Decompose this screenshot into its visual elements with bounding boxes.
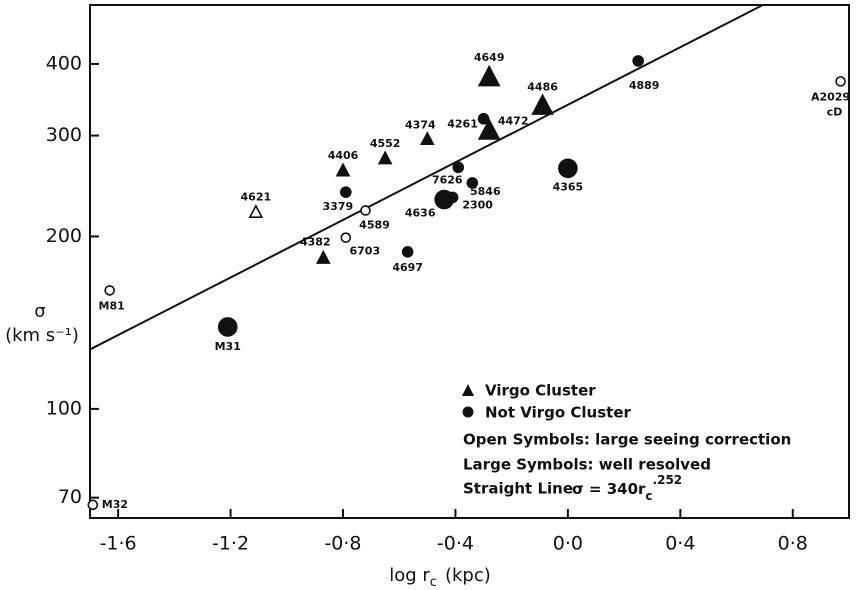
y-tick-label: 400 — [46, 52, 82, 74]
point-circle — [360, 205, 371, 216]
point-sublabel: cD — [827, 105, 843, 118]
point-circle — [558, 158, 578, 179]
x-tick-label: 0·0 — [553, 533, 583, 555]
point-label: 6703 — [349, 245, 380, 258]
point-triangle — [377, 150, 393, 165]
point-label: 4697 — [392, 261, 423, 274]
point-circle — [632, 55, 644, 67]
point-label: 4382 — [300, 236, 331, 249]
point-label: 4406 — [328, 149, 359, 162]
point-triangle — [248, 204, 264, 219]
point-label: 5846 — [470, 185, 501, 198]
point-label: 2300 — [462, 198, 493, 211]
point-label: 3379 — [322, 200, 353, 213]
point-circle — [446, 191, 459, 204]
legend-equation: σ = 340rc.252 — [572, 473, 682, 503]
point-circle — [466, 177, 479, 189]
point-circle — [452, 161, 465, 174]
point-label: M81 — [99, 299, 125, 312]
point-circle — [401, 246, 414, 258]
y-axis-unit: (km s⁻¹) — [5, 325, 79, 346]
point-circle — [340, 232, 352, 243]
legend-circle — [462, 406, 474, 418]
x-tick-label: 0·8 — [778, 533, 808, 555]
point-circle — [340, 186, 352, 198]
point-label: 4261 — [447, 118, 478, 131]
y-tick-label: 300 — [46, 124, 82, 146]
equation-sub: c — [645, 489, 652, 503]
x-tick-label: -1·6 — [100, 533, 137, 555]
plot-frame — [89, 4, 850, 519]
y-tick-label: 70 — [58, 486, 82, 508]
point-label: 4889 — [629, 79, 660, 92]
point-circle — [835, 76, 846, 87]
point-circle — [104, 285, 115, 296]
legend-label: Virgo Cluster — [485, 382, 596, 400]
point-triangle — [335, 162, 351, 177]
y-tick-label: 100 — [46, 397, 82, 419]
point-circle — [477, 112, 490, 125]
equation-main: σ = 340r — [572, 480, 646, 498]
point-triangle — [420, 131, 435, 146]
point-label: 4589 — [359, 218, 390, 231]
point-label: 4374 — [405, 119, 436, 132]
point-label: 4621 — [241, 191, 272, 204]
legend-note: Straight Line — [463, 480, 573, 498]
point-label: M31 — [215, 340, 241, 353]
x-tick-label: 0·4 — [665, 533, 695, 555]
x-axis-label-main: log r — [389, 565, 430, 586]
point-label: 4649 — [474, 51, 505, 64]
point-label: 4365 — [553, 180, 584, 193]
x-axis-label: log rc (kpc) — [389, 565, 491, 590]
fit-line — [90, 5, 763, 351]
legend-note: Open Symbols: large seeing correction — [463, 431, 791, 449]
legend-triangle — [462, 384, 474, 396]
equation-sup: .252 — [653, 473, 683, 487]
legend: Virgo Cluster Not Virgo Cluster Open Sym… — [462, 382, 791, 503]
point-label: 4472 — [498, 114, 529, 127]
point-label: M32 — [102, 498, 128, 511]
x-tick-label: -0·4 — [437, 533, 474, 555]
point-triangle — [531, 93, 554, 115]
point-label: 4486 — [527, 81, 558, 94]
x-axis-label-sub: c — [430, 575, 437, 590]
point-label: 4552 — [370, 137, 401, 150]
point-label: 7626 — [432, 173, 463, 186]
point-circle — [217, 317, 238, 337]
y-tick-label: 200 — [46, 225, 82, 247]
point-triangle — [315, 249, 331, 264]
legend-label: Not Virgo Cluster — [485, 404, 632, 422]
point-circle — [87, 499, 99, 511]
point-triangle — [477, 118, 501, 140]
point-label: A2029 — [811, 90, 850, 103]
point-label: 4636 — [405, 207, 436, 220]
legend-note: Large Symbols: well resolved — [463, 456, 711, 474]
x-tick-label: -0·8 — [324, 533, 361, 555]
x-tick-label: -1·2 — [212, 533, 249, 555]
x-axis-unit: (kpc) — [445, 565, 491, 586]
point-triangle — [477, 64, 501, 87]
y-axis-label: σ — [34, 301, 45, 322]
